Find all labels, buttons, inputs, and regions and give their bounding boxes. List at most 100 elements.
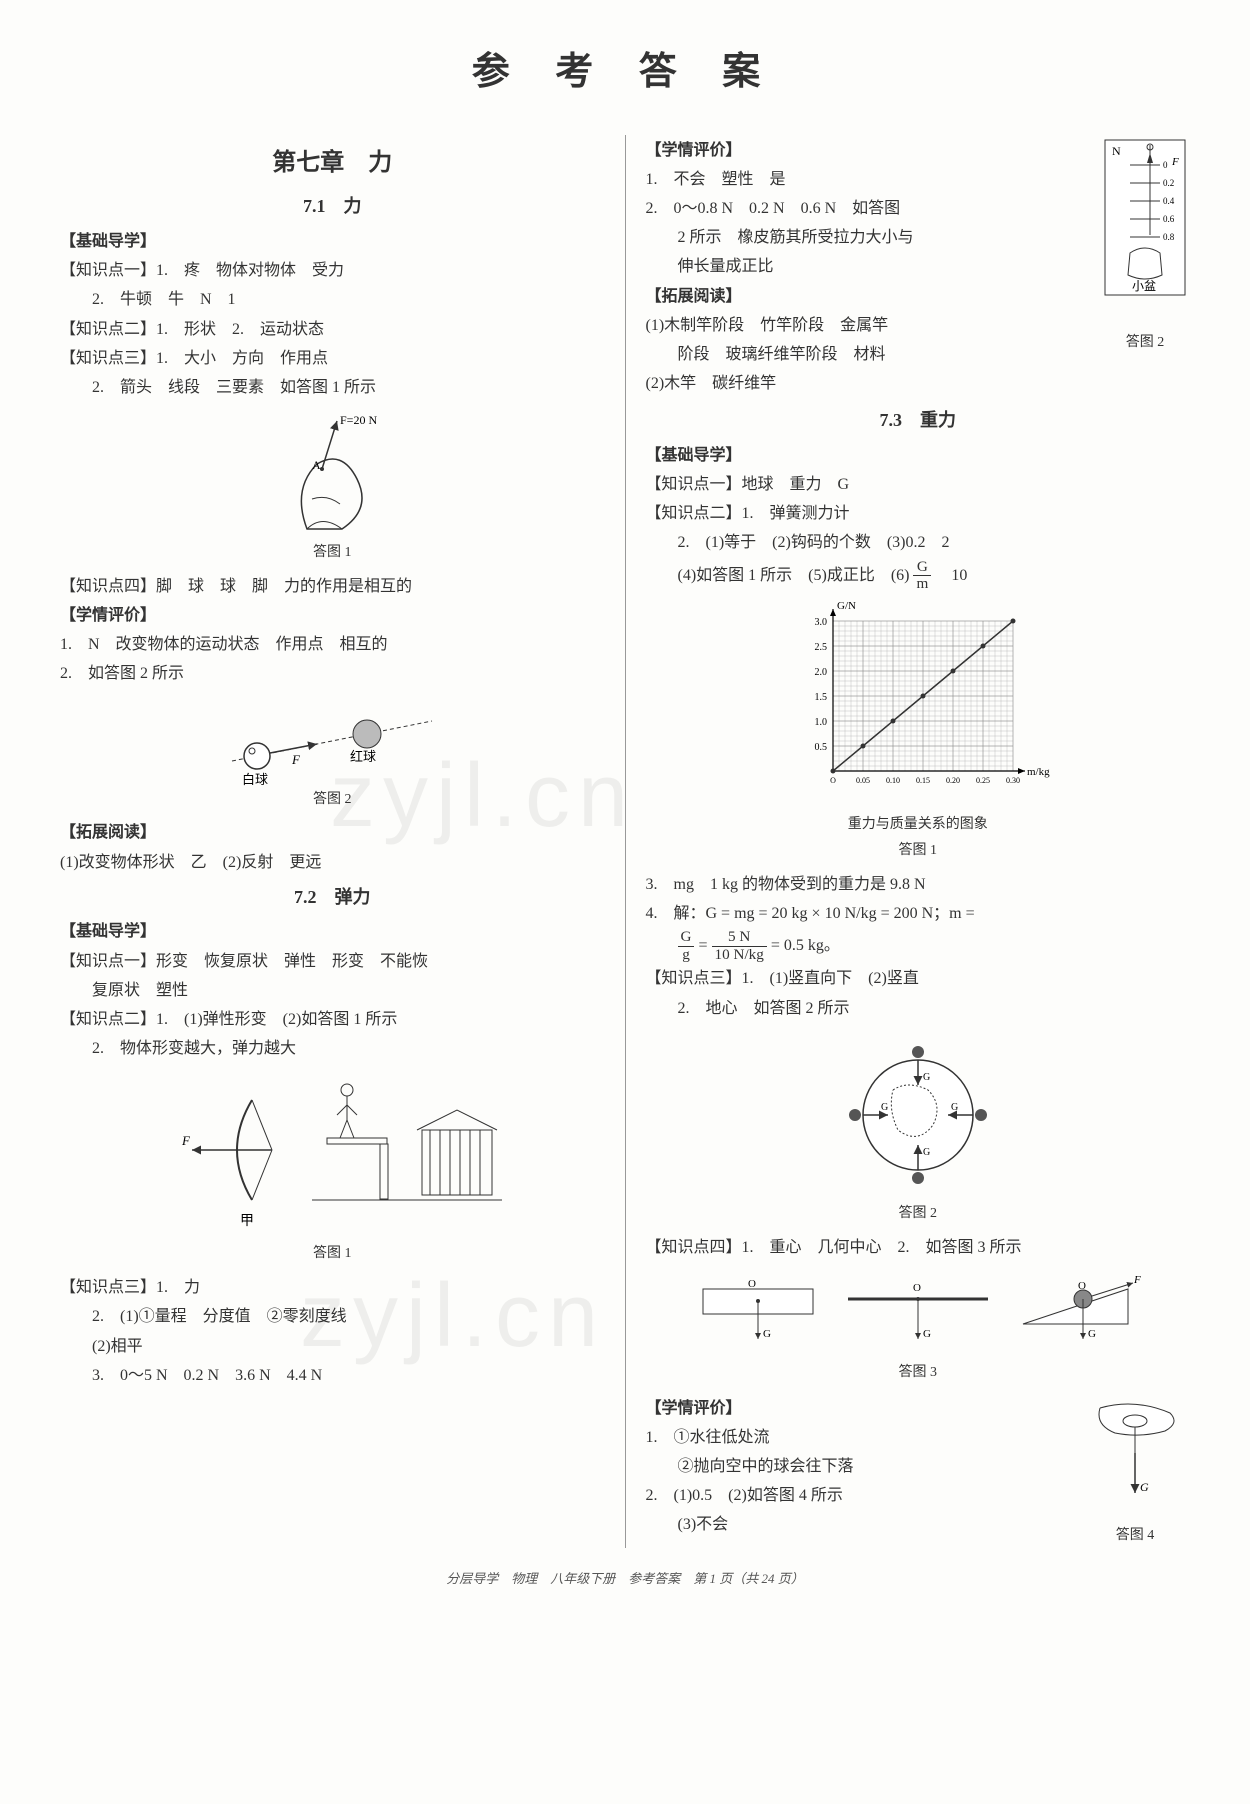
s72-kp3-head: 【知识点三】 — [60, 1279, 156, 1296]
frac-5n: 5 N10 N/kg — [712, 929, 767, 963]
svg-text:F: F — [1171, 156, 1179, 168]
r2-xqpj-2b: (3)不会 — [646, 1511, 1073, 1538]
s72-kp3-2b: (2)相平 — [60, 1333, 605, 1360]
l-tzyd-1: (1)改变物体形状 乙 (2)反射 更远 — [60, 849, 605, 876]
kp2-head: 【知识点二】 — [60, 321, 156, 338]
kp4-row: 【知识点四】脚 球 球 脚 力的作用是相互的 — [60, 573, 605, 600]
svg-text:0: 0 — [1163, 160, 1168, 170]
s73-kp1: 地球 重力 G — [742, 476, 850, 493]
s72-kp2-row: 【知识点二】1. (1)弹性形变 (2)如答图 1 所示 — [60, 1006, 605, 1033]
spring-fig-caption: 答图 2 — [1100, 331, 1190, 355]
s73-kp4-head: 【知识点四】 — [646, 1239, 742, 1256]
svg-text:G: G — [1140, 1480, 1149, 1494]
svg-text:m/kg: m/kg — [1027, 766, 1050, 778]
r-tzyd-1a: (1)木制竿阶段 竹竿阶段 金属竿 — [646, 312, 1093, 339]
r2-xqpj-1b: ②抛向空中的球会往下落 — [646, 1453, 1073, 1480]
r-xqpj-h: 【学情评价】 — [646, 137, 1093, 164]
svg-text:G/N: G/N — [837, 601, 856, 612]
svg-text:0.2: 0.2 — [1163, 178, 1174, 188]
svg-text:G: G — [763, 1328, 771, 1340]
s72-kp2-head: 【知识点二】 — [60, 1011, 156, 1028]
svg-text:0.30: 0.30 — [1006, 776, 1020, 785]
s73-kp2-1: 1. 弹簧测力计 — [742, 505, 850, 522]
svg-text:1.0: 1.0 — [814, 717, 827, 728]
svg-text:小盆: 小盆 — [1132, 279, 1156, 293]
svg-text:F: F — [1133, 1274, 1141, 1286]
r-tzyd-h: 【拓展阅读】 — [646, 283, 1093, 310]
s73-fig3-caption: 答图 3 — [646, 1361, 1191, 1385]
fig2-f: F — [291, 752, 301, 767]
s73-kp4-1: 1. 重心 几何中心 2. 如答图 3 所示 — [742, 1239, 1022, 1256]
kp4-head: 【知识点四】 — [60, 578, 156, 595]
svg-text:0.4: 0.4 — [1163, 196, 1175, 206]
s72-fig1-caption: 答图 1 — [60, 1242, 605, 1266]
fig1-f-label: F=20 N — [340, 413, 377, 427]
gm-chart: 0.51.01.52.02.53.0O0.050.100.150.200.250… — [646, 601, 1191, 863]
kp3-head: 【知识点三】 — [60, 350, 156, 367]
svg-text:3.0: 3.0 — [814, 617, 827, 628]
frac-gg: Gg — [678, 929, 695, 963]
svg-text:2.5: 2.5 — [814, 642, 827, 653]
s73-fig2: GG GG 答图 2 — [646, 1030, 1191, 1226]
s73-kp2-2a: 2. (1)等于 (2)钩码的个数 (3)0.2 2 — [646, 529, 1191, 556]
s73-kp3-2: 2. 地心 如答图 2 所示 — [646, 995, 1191, 1022]
r-xqpj-1: 1. 不会 塑性 是 — [646, 166, 1093, 193]
kp2-1: 1. 形状 2. 运动状态 — [156, 321, 324, 338]
kp3-2: 2. 箭头 线段 三要素 如答图 1 所示 — [60, 374, 605, 401]
s72-fig1-f: F — [181, 1133, 191, 1148]
s73-4-post: = 0.5 kg。 — [771, 937, 840, 954]
right-column: 【学情评价】 1. 不会 塑性 是 2. 0～0.8 N 0.2 N 0.6 N… — [646, 135, 1191, 1548]
s73-kp2-2b-pre: (4)如答图 1 所示 (5)成正比 (6) — [678, 567, 910, 584]
s73-fig4: G 答图 4 — [1080, 1393, 1190, 1548]
heading-xqpj-l: 【学情评价】 — [60, 602, 605, 629]
svg-text:0.20: 0.20 — [946, 776, 960, 785]
svg-text:G: G — [951, 1102, 958, 1113]
kp1-head: 【知识点一】 — [60, 262, 156, 279]
kp4-1: 脚 球 球 脚 力的作用是相互的 — [156, 578, 412, 595]
heading-tzyd-l: 【拓展阅读】 — [60, 819, 605, 846]
svg-text:G: G — [923, 1147, 930, 1158]
right-top-block: 【学情评价】 1. 不会 塑性 是 2. 0～0.8 N 0.2 N 0.6 N… — [646, 135, 1191, 400]
s72-kp3-3: 3. 0～5 N 0.2 N 3.6 N 4.4 N — [60, 1362, 605, 1389]
l-xqpj-1: 1. N 改变物体的运动状态 作用点 相互的 — [60, 631, 605, 658]
fig2-red: 红球 — [350, 749, 376, 764]
section-7-2-title: 7.2 弹力 — [60, 882, 605, 913]
r-xqpj-2c: 伸长量成正比 — [646, 253, 1093, 280]
kp3-row: 【知识点三】1. 大小 方向 作用点 — [60, 345, 605, 372]
r-xqpj-2a: 2. 0～0.8 N 0.2 N 0.6 N 如答图 — [646, 195, 1093, 222]
svg-text:G: G — [1088, 1328, 1096, 1340]
right-bottom-block: 【学情评价】 1. ①水往低处流 ②抛向空中的球会往下落 2. (1)0.5 (… — [646, 1393, 1191, 1548]
s73-kp2-head: 【知识点二】 — [646, 505, 742, 522]
svg-text:1.5: 1.5 — [814, 692, 827, 703]
left-column: 第七章 力 7.1 力 【基础导学】 【知识点一】1. 疼 物体对物体 受力 2… — [60, 135, 605, 1548]
svg-text:O: O — [1078, 1280, 1086, 1292]
r2-xqpj-1a: 1. ①水往低处流 — [646, 1424, 1073, 1451]
fig2-white: 白球 — [242, 772, 268, 786]
fig1-a-label: A — [312, 458, 321, 472]
eq1: = — [698, 937, 711, 954]
s72-kp1-row: 【知识点一】形变 恢复原状 弹性 形变 不能恢 — [60, 948, 605, 975]
s73-kp3-row: 【知识点三】1. (1)竖直向下 (2)竖直 — [646, 965, 1191, 992]
svg-text:O: O — [913, 1282, 921, 1294]
kp1-row: 【知识点一】1. 疼 物体对物体 受力 — [60, 257, 605, 284]
svg-text:0.10: 0.10 — [886, 776, 900, 785]
s73-fig3: O G O G O G F 答图 3 — [646, 1269, 1191, 1385]
s72-fig1-jia: 甲 — [240, 1214, 254, 1229]
r-xqpj-2b: 2 所示 橡皮筋其所受拉力大小与 — [646, 224, 1093, 251]
s72-fig1: F 甲 答图 1 — [60, 1070, 605, 1266]
two-column-layout: 第七章 力 7.1 力 【基础导学】 【知识点一】1. 疼 物体对物体 受力 2… — [60, 135, 1190, 1548]
s72-kp3-2a: 2. (1)①量程 分度值 ②零刻度线 — [60, 1303, 605, 1330]
chart-under: 重力与质量关系的图象 — [646, 813, 1191, 837]
kp1-2: 2. 牛顿 牛 N 1 — [60, 286, 605, 313]
page-footer: 分层导学 物理 八年级下册 参考答案 第 1 页（共 24 页） — [60, 1568, 1190, 1590]
s72-kp3-row: 【知识点三】1. 力 — [60, 1274, 605, 1301]
s73-fig4-caption: 答图 4 — [1080, 1524, 1190, 1548]
svg-text:0.05: 0.05 — [856, 776, 870, 785]
chapter-title: 第七章 力 — [60, 143, 605, 184]
chart-caption: 答图 1 — [646, 839, 1191, 863]
s72-kp1b: 复原状 塑性 — [60, 977, 605, 1004]
column-divider — [625, 135, 626, 1548]
svg-text:0.15: 0.15 — [916, 776, 930, 785]
s73-kp4-row: 【知识点四】1. 重心 几何中心 2. 如答图 3 所示 — [646, 1234, 1191, 1261]
svg-text:2.0: 2.0 — [814, 667, 827, 678]
